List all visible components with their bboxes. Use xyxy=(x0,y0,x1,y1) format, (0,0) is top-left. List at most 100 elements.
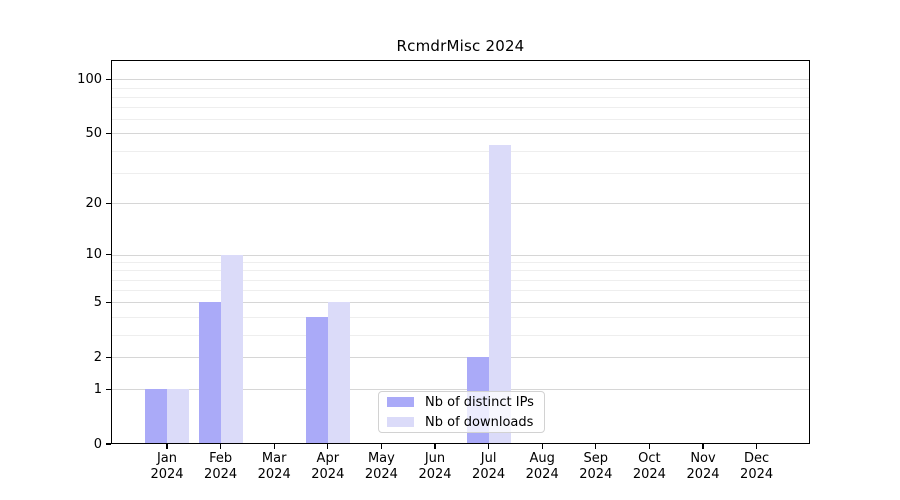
minor-gridline xyxy=(112,119,809,121)
x-tick-mark xyxy=(595,444,597,449)
minor-gridline xyxy=(112,172,809,174)
chart-title: RcmdrMisc 2024 xyxy=(396,37,525,55)
x-tick-label: Dec 2024 xyxy=(725,451,789,483)
major-gridline xyxy=(112,357,809,359)
x-tick-label: Sep 2024 xyxy=(564,451,628,483)
minor-gridline xyxy=(112,316,809,318)
x-tick-year: 2024 xyxy=(204,467,238,482)
legend-label-distinct-ips: Nb of distinct IPs xyxy=(425,394,534,410)
minor-gridline xyxy=(112,87,809,89)
minor-gridline xyxy=(112,290,809,292)
x-tick-label: Jan 2024 xyxy=(135,451,199,483)
x-tick-month: Dec xyxy=(744,451,770,466)
bar-downloads xyxy=(488,145,511,444)
legend-swatch-downloads xyxy=(387,417,414,427)
x-tick-month: Jun xyxy=(424,451,446,466)
y-tick-mark xyxy=(106,78,111,80)
y-tick-label: 5 xyxy=(93,294,102,310)
x-tick-month: Apr xyxy=(316,451,340,466)
x-tick-mark xyxy=(434,444,436,449)
x-tick-month: Nov xyxy=(690,451,716,466)
x-tick-month: Aug xyxy=(529,451,555,466)
minor-gridline xyxy=(112,334,809,336)
minor-gridline xyxy=(112,262,809,264)
y-tick-label: 2 xyxy=(93,349,102,365)
legend-label-downloads: Nb of downloads xyxy=(425,414,534,430)
bar-downloads xyxy=(327,302,350,444)
x-tick-year: 2024 xyxy=(311,467,345,482)
x-tick-year: 2024 xyxy=(257,467,291,482)
x-tick-year: 2024 xyxy=(525,467,559,482)
x-tick-label: Apr 2024 xyxy=(296,451,360,483)
legend-item-distinct-ips: Nb of distinct IPs xyxy=(387,395,544,410)
y-tick-label: 100 xyxy=(77,71,102,87)
x-tick-mark xyxy=(380,444,383,449)
bar-distinct-ips xyxy=(305,316,328,444)
x-tick-label: May 2024 xyxy=(349,451,413,483)
x-tick-month: Mar xyxy=(261,451,287,466)
major-gridline xyxy=(112,79,809,81)
x-tick-label: Mar 2024 xyxy=(242,451,306,483)
x-tick-mark xyxy=(755,444,758,449)
bar-downloads xyxy=(220,254,243,444)
minor-gridline xyxy=(112,279,809,281)
legend: Nb of distinct IPs Nb of downloads xyxy=(378,391,545,433)
y-tick-label: 1 xyxy=(93,381,102,397)
minor-gridline xyxy=(112,270,809,272)
major-gridline xyxy=(112,133,809,135)
y-tick-mark xyxy=(106,356,111,358)
minor-gridline xyxy=(112,150,809,152)
x-tick-month: Oct xyxy=(638,451,661,466)
x-tick-year: 2024 xyxy=(150,467,184,482)
y-tick-label: 0 xyxy=(93,436,102,452)
minor-gridline xyxy=(112,107,809,109)
x-tick-mark xyxy=(541,444,543,449)
y-tick-label: 20 xyxy=(85,195,102,211)
major-gridline xyxy=(112,389,809,391)
x-tick-year: 2024 xyxy=(579,467,613,482)
y-tick-mark xyxy=(106,202,111,205)
x-tick-year: 2024 xyxy=(686,467,720,482)
x-tick-label: Jul 2024 xyxy=(457,451,521,483)
x-tick-year: 2024 xyxy=(472,467,506,482)
x-tick-month: Sep xyxy=(583,451,609,466)
x-tick-label: Feb 2024 xyxy=(189,451,253,483)
x-tick-mark xyxy=(219,444,222,449)
bar-distinct-ips xyxy=(198,302,221,444)
x-tick-month: Jul xyxy=(480,451,497,466)
x-tick-year: 2024 xyxy=(418,467,452,482)
y-tick-mark xyxy=(106,132,111,134)
x-tick-mark xyxy=(702,444,704,449)
legend-swatch-distinct-ips xyxy=(387,397,414,407)
y-tick-mark xyxy=(106,301,111,304)
bar-distinct-ips xyxy=(145,389,167,444)
x-tick-mark xyxy=(273,444,275,449)
legend-item-downloads: Nb of downloads xyxy=(387,415,544,430)
x-tick-month: Feb xyxy=(209,451,233,466)
x-tick-mark xyxy=(487,444,490,449)
x-tick-label: Jun 2024 xyxy=(403,451,467,483)
y-tick-label: 10 xyxy=(85,247,102,262)
y-tick-label: 50 xyxy=(85,125,102,141)
y-tick-mark xyxy=(106,388,111,390)
minor-gridline xyxy=(112,96,809,98)
x-tick-mark xyxy=(166,444,168,449)
y-tick-mark xyxy=(106,443,111,445)
x-tick-month: May xyxy=(367,451,395,466)
x-tick-label: Aug 2024 xyxy=(510,451,574,483)
x-tick-year: 2024 xyxy=(632,467,666,482)
x-tick-year: 2024 xyxy=(740,467,774,482)
y-tick-mark xyxy=(106,253,111,256)
x-tick-year: 2024 xyxy=(364,467,398,482)
x-tick-mark xyxy=(327,444,329,449)
major-gridline xyxy=(112,203,809,205)
x-tick-month: Jan xyxy=(156,451,178,466)
major-gridline xyxy=(112,254,809,256)
bar-downloads xyxy=(167,389,189,444)
x-tick-label: Oct 2024 xyxy=(617,451,681,483)
major-gridline xyxy=(112,302,809,304)
x-tick-mark xyxy=(648,444,651,449)
x-tick-label: Nov 2024 xyxy=(671,451,735,483)
